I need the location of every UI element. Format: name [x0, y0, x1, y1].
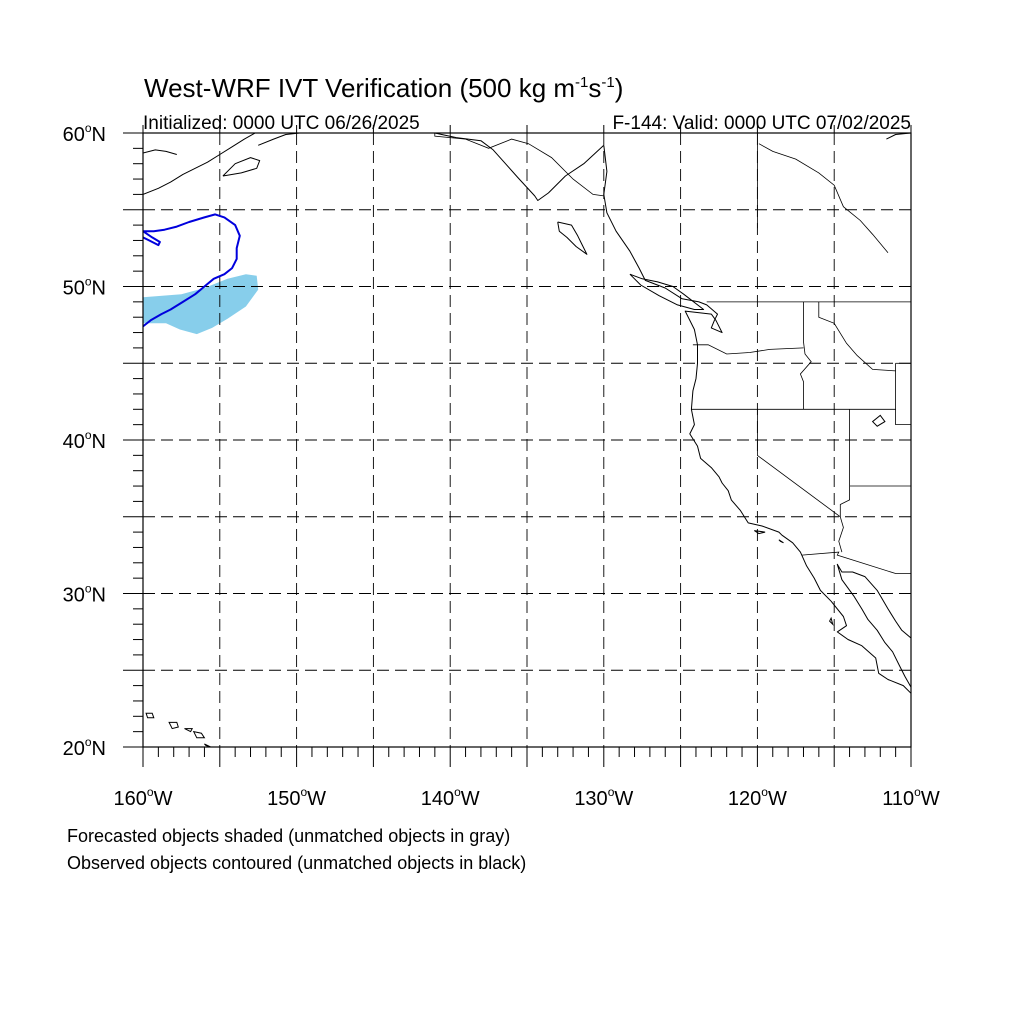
lon-tick-label: 130oW — [574, 785, 633, 810]
border-line — [799, 301, 812, 410]
lon-tick-label: 140oW — [421, 785, 480, 810]
lat-tick-label: 50oN — [63, 275, 106, 300]
plot-frame — [142, 132, 912, 748]
lat-tick-label: 20oN — [63, 735, 106, 760]
coastline — [557, 221, 588, 255]
island — [192, 730, 206, 739]
border-line — [801, 551, 911, 574]
longitude-labels: 160oW 150oW 140oW 130oW 120oW 110oW — [114, 785, 940, 810]
grid-lines — [143, 133, 911, 747]
border-line — [895, 363, 911, 426]
plot-area — [143, 133, 911, 747]
coastline — [222, 157, 261, 177]
island — [828, 616, 834, 626]
observed-object-contour — [143, 213, 241, 328]
island — [754, 530, 766, 535]
border-line — [818, 301, 896, 372]
border-line — [692, 344, 804, 355]
coastline — [629, 273, 705, 310]
lat-tick-label: 30oN — [63, 582, 106, 607]
island — [871, 414, 886, 427]
valid-label: F-144: Valid: 0000 UTC 07/02/2025 — [612, 113, 911, 134]
footnote-forecast: Forecasted objects shaded (unmatched obj… — [67, 826, 510, 846]
island — [204, 743, 214, 747]
footnote-observed: Observed objects contoured (unmatched ob… — [67, 853, 526, 873]
initialized-label: Initialized: 0000 UTC 06/26/2025 — [143, 113, 420, 134]
forecast-objects — [143, 274, 259, 335]
figure-title: West-WRF IVT Verification (500 kg m-1s-1… — [144, 73, 623, 103]
coastline — [143, 149, 177, 155]
island — [184, 728, 194, 733]
lon-tick-label: 120oW — [728, 785, 787, 810]
border-line — [757, 409, 841, 518]
coastline — [434, 133, 605, 201]
border-line — [758, 143, 889, 253]
island — [145, 712, 155, 719]
political-borders — [434, 133, 911, 574]
lon-tick-label: 110oW — [882, 785, 940, 810]
observed-objects — [143, 213, 241, 328]
island — [168, 721, 179, 730]
lat-tick-label: 60oN — [63, 121, 106, 146]
coastline — [836, 563, 911, 688]
border-line — [838, 409, 850, 553]
axis-ticks — [123, 125, 912, 767]
island — [778, 539, 784, 544]
lat-tick-label: 40oN — [63, 428, 106, 453]
border-line — [434, 133, 604, 197]
coastline — [603, 145, 911, 694]
coastline — [258, 133, 300, 146]
coastline — [143, 133, 256, 195]
forecast-object — [143, 274, 259, 335]
lon-tick-label: 150oW — [267, 785, 326, 810]
lon-tick-label: 160oW — [114, 785, 173, 810]
latitude-labels: 60oN 50oN 40oN 30oN 20oN — [63, 121, 106, 760]
